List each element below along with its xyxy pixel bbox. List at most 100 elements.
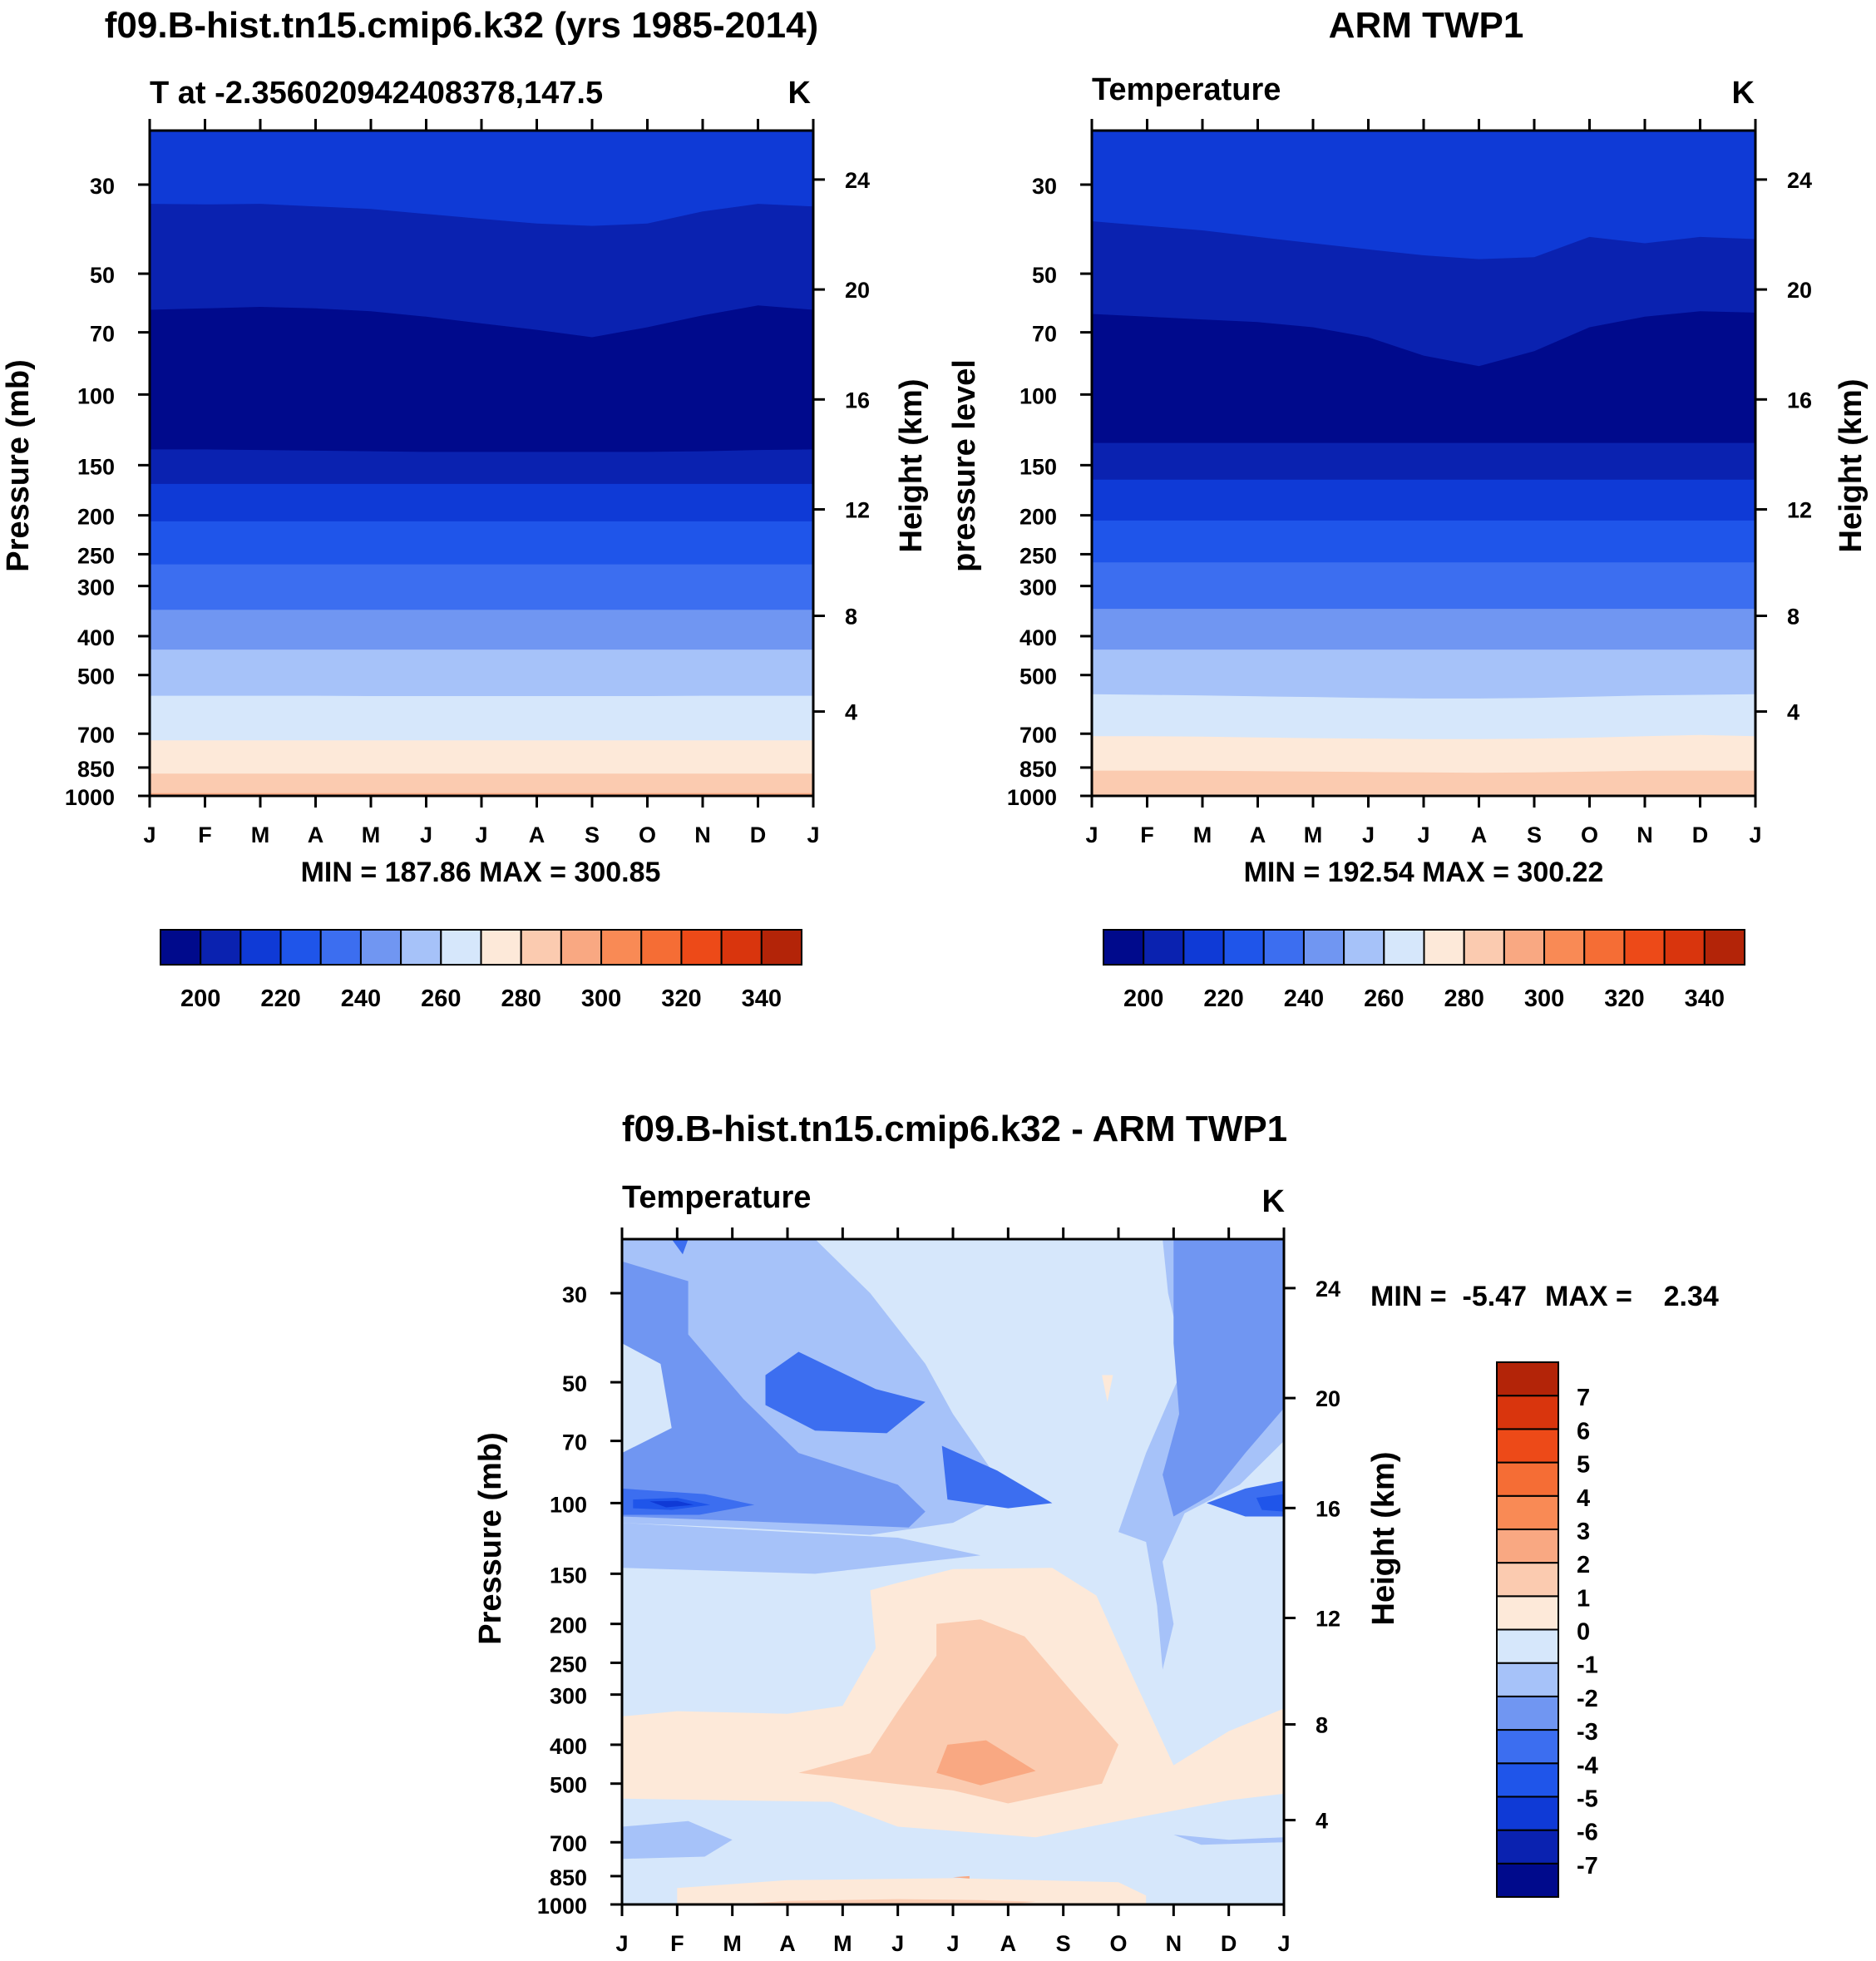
colorbar-box xyxy=(1503,929,1546,966)
contour-region-10 xyxy=(671,1239,689,1255)
height-tick-label: 12 xyxy=(845,498,870,523)
colorbar-label: -6 xyxy=(1577,1820,1598,1846)
pressure-tick-label: 1000 xyxy=(65,785,115,810)
colorbar-box xyxy=(1496,1695,1559,1731)
pressure-tick-label: 30 xyxy=(90,174,115,199)
colorbar-box xyxy=(359,929,402,966)
pressure-tick-label: 250 xyxy=(550,1652,587,1677)
colorbar-box xyxy=(1343,929,1385,966)
height-tick-label: 16 xyxy=(845,388,870,412)
month-tick-label: F xyxy=(670,1931,684,1956)
colorbar-label: 220 xyxy=(1203,985,1243,1012)
month-tick-label: N xyxy=(1637,822,1653,847)
month-tick-label: M xyxy=(1304,822,1323,847)
month-tick-label: A xyxy=(1250,822,1266,847)
contour-region-21 xyxy=(622,1820,733,1860)
model-ylabel: Pressure (mb) xyxy=(1,359,36,572)
month-tick-label: D xyxy=(1221,1931,1237,1956)
diff-ylabel: Pressure (mb) xyxy=(473,1432,508,1645)
pressure-tick-label: 400 xyxy=(77,625,115,650)
pressure-tick-label: 500 xyxy=(550,1773,587,1798)
colorbar-label: 0 xyxy=(1577,1619,1590,1646)
height-tick-label: 16 xyxy=(1787,388,1812,412)
obs-colorbar: 200 220 240 260 280 300 320 340 xyxy=(1103,929,1745,1012)
diff-units: K xyxy=(1262,1184,1286,1219)
contour-region-12 xyxy=(1256,1494,1284,1512)
month-tick-label: S xyxy=(1527,822,1542,847)
colorbar-box xyxy=(480,929,522,966)
contour-region-15 xyxy=(677,1878,1147,1904)
pressure-tick-label: 100 xyxy=(1019,383,1057,408)
month-tick-label: S xyxy=(1056,1931,1071,1956)
obs-right-ylabel: Height (km) xyxy=(1834,379,1869,553)
colorbar-label: 280 xyxy=(1444,985,1484,1012)
colorbar-box xyxy=(1222,929,1265,966)
pressure-tick-label: 850 xyxy=(550,1865,587,1890)
colorbar-label: -7 xyxy=(1577,1853,1598,1879)
obs-units: K xyxy=(1732,76,1755,111)
colorbar-box xyxy=(1496,1729,1559,1765)
pressure-tick-label: 70 xyxy=(1032,322,1057,347)
pressure-tick-label: 150 xyxy=(77,454,115,479)
colorbar-label: 240 xyxy=(341,985,381,1012)
height-tick-label: 20 xyxy=(1316,1386,1340,1411)
month-tick-label: A xyxy=(1471,822,1488,847)
month-tick-label: O xyxy=(639,822,656,847)
month-tick-label: M xyxy=(251,822,270,847)
colorbar-box xyxy=(760,929,802,966)
colorbar-box xyxy=(440,929,482,966)
contour-field xyxy=(1092,131,1755,796)
colorbar-box xyxy=(1143,929,1185,966)
diff-right-ylabel: Height (km) xyxy=(1366,1452,1401,1626)
contour-region-17 xyxy=(798,1619,1118,1804)
contour-region-16 xyxy=(1102,1375,1113,1402)
month-tick-label: F xyxy=(1140,822,1154,847)
colorbar-label: -1 xyxy=(1577,1652,1598,1679)
colorbar-box xyxy=(1496,1494,1559,1530)
colorbar-label: 7 xyxy=(1577,1385,1590,1411)
diff-main-title: f09.B-hist.tn15.cmip6.k32 - ARM TWP1 xyxy=(622,1109,1287,1149)
month-tick-label: A xyxy=(529,822,546,847)
month-tick-label: N xyxy=(694,822,711,847)
month-tick-label: J xyxy=(1362,822,1375,847)
height-tick-label: 16 xyxy=(1316,1496,1340,1521)
colorbar-box xyxy=(1543,929,1586,966)
colorbar-box xyxy=(1383,929,1425,966)
colorbar-box xyxy=(1103,929,1145,966)
height-tick-label: 24 xyxy=(1316,1277,1340,1302)
contour-region-18 xyxy=(732,1899,1036,1904)
colorbar-box xyxy=(600,929,643,966)
month-tick-label: M xyxy=(1193,822,1212,847)
colorbar-label: 6 xyxy=(1577,1418,1590,1445)
height-tick-label: 20 xyxy=(845,278,870,303)
pressure-tick-label: 30 xyxy=(1032,174,1057,199)
colorbar-box xyxy=(640,929,683,966)
month-tick-label: M xyxy=(723,1931,742,1956)
pressure-tick-label: 100 xyxy=(77,383,115,408)
height-tick-label: 4 xyxy=(845,700,857,725)
colorbar-box xyxy=(1496,1796,1559,1831)
month-tick-label: J xyxy=(1277,1931,1290,1956)
colorbar-label: 220 xyxy=(260,985,300,1012)
obs-left-title: Temperature xyxy=(1092,72,1281,107)
month-tick-label: F xyxy=(198,822,212,847)
colorbar-box xyxy=(160,929,202,966)
month-tick-label: N xyxy=(1166,1931,1182,1956)
pressure-tick-label: 700 xyxy=(77,723,115,748)
colorbar-label: 1 xyxy=(1577,1585,1590,1612)
pressure-tick-label: 1000 xyxy=(1007,785,1057,810)
model-left-title: T at -2.356020942408378,147.5 xyxy=(150,76,603,111)
pressure-tick-label: 1000 xyxy=(537,1894,587,1919)
height-tick-label: 12 xyxy=(1316,1607,1340,1632)
panel-obs: ARM TWP1 Temperature K pressure level He… xyxy=(947,5,1869,1012)
colorbar-box xyxy=(1663,929,1706,966)
colorbar-box xyxy=(200,929,242,966)
pressure-tick-label: 200 xyxy=(77,505,115,530)
month-tick-label: M xyxy=(362,822,381,847)
pressure-tick-label: 50 xyxy=(562,1371,587,1396)
height-tick-label: 12 xyxy=(1787,498,1812,523)
pressure-tick-label: 700 xyxy=(1019,723,1057,748)
month-tick-label: J xyxy=(946,1931,959,1956)
pressure-tick-label: 850 xyxy=(77,757,115,782)
